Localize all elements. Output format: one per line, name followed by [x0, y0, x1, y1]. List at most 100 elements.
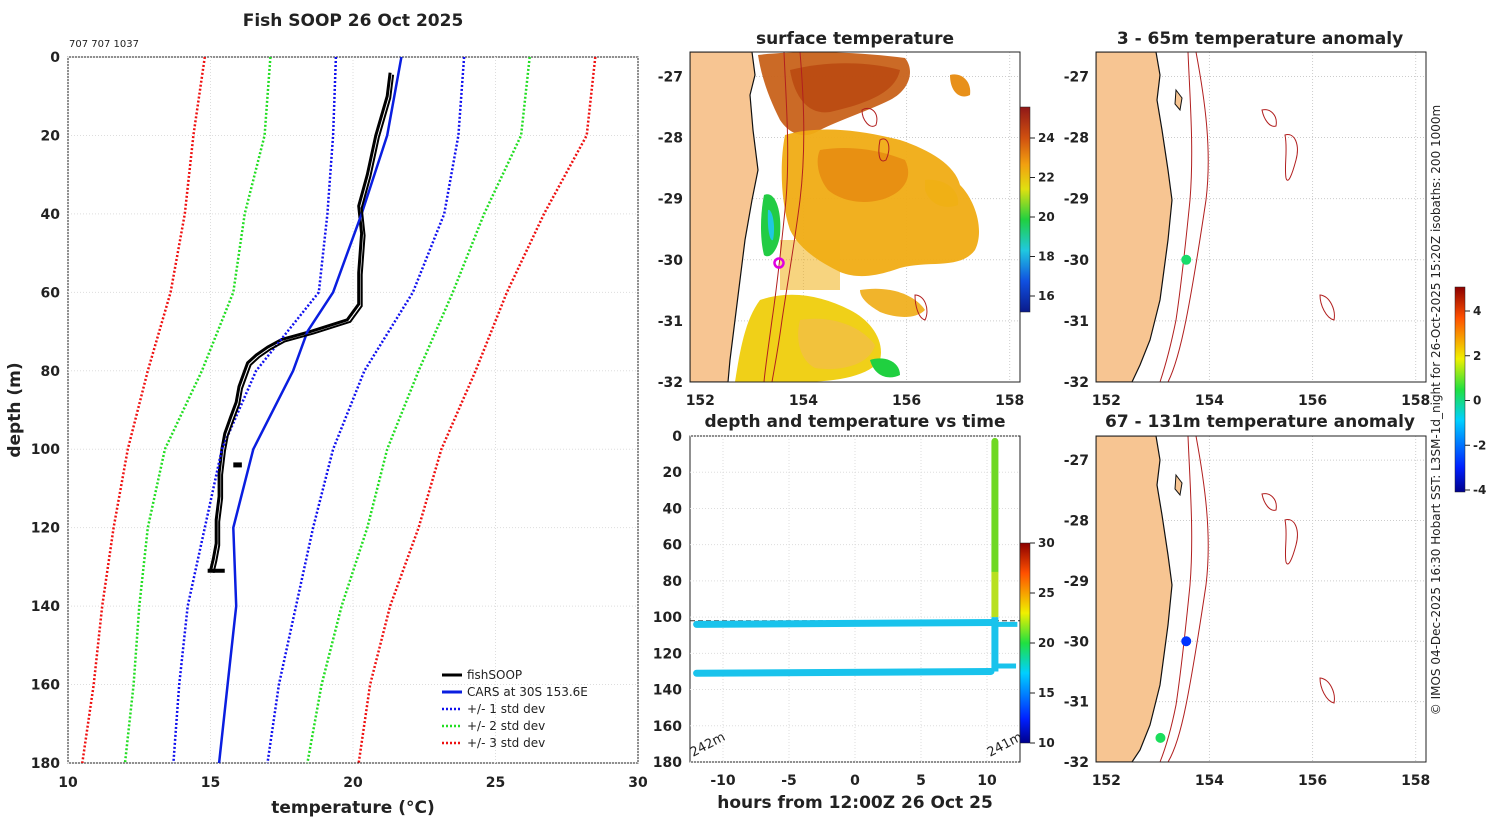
- profile-panel: 10 15 20 25 30 0 20 40 60 80 100 120 140 160 180 Fish …: [5, 11, 648, 818]
- anom1-xtick: 152: [1092, 393, 1121, 409]
- surface-ytick: -27: [658, 69, 683, 85]
- time-colorbar: [1019, 542, 1031, 744]
- time-ytick: 60: [663, 538, 683, 554]
- legend-std2: +/- 2 std dev: [467, 719, 545, 733]
- time-track-upper-track: [693, 619, 998, 628]
- time-colorbar-ticks: 30 25 20 15 10: [1030, 536, 1055, 750]
- anom1-point: [1181, 254, 1192, 265]
- anom2-isobath-200: [1159, 436, 1193, 762]
- profile-ytick: 80: [41, 364, 61, 380]
- anom2-points: [1155, 636, 1192, 743]
- anom2-isobath-1000: [1167, 436, 1209, 762]
- surface-ytick: -29: [658, 192, 683, 208]
- profile-xlabel: temperature (°C): [271, 798, 435, 818]
- profile-ticks: 10 15 20 25 30 0 20 40 60 80 100 120 140 160 180: [31, 50, 648, 791]
- time-xtick: 0: [850, 773, 860, 789]
- profile-ytick: 180: [31, 756, 60, 772]
- anom2-land: [1096, 436, 1173, 762]
- colorbar-ticklabel: 20: [1038, 210, 1055, 224]
- profile-legend: fishSOOP CARS at 30S 153.6E +/- 1 std de…: [442, 668, 588, 750]
- vessel-position-marker: [773, 257, 785, 269]
- credit-text: © IMOS 04-Dec-2025 16:30 Hobart SST: L3S…: [1429, 105, 1443, 716]
- anom2-seamounts: [1261, 493, 1335, 704]
- anomaly-map-2-panel: 152 154 156 158 -27 -28 -29 -30 -31 -32 67 - 131m…: [1064, 412, 1431, 789]
- anom2-title: 67 - 131m temperature anomaly: [1105, 412, 1415, 432]
- anom2-axes-box: [1095, 435, 1427, 763]
- profile-ytick: 140: [31, 599, 60, 615]
- time-ytick: 80: [663, 574, 683, 590]
- surface-seamounts: [861, 107, 928, 321]
- surface-ytick: -31: [658, 314, 683, 330]
- profile-line--3-std: [81, 56, 207, 764]
- time-ytick: 0: [672, 429, 682, 445]
- anom1-isobath-200: [1159, 52, 1193, 382]
- anom1-title: 3 - 65m temperature anomaly: [1117, 29, 1403, 49]
- time-ytick: 140: [653, 683, 682, 699]
- time-xtick: 10: [977, 773, 997, 789]
- time-xtick: -10: [710, 773, 736, 789]
- anom2-ytick: -28: [1064, 514, 1089, 530]
- legend-std3: +/- 3 std dev: [467, 736, 545, 750]
- anom2-island: [1174, 473, 1183, 497]
- profile-xtick: 15: [201, 775, 220, 791]
- time-ytick: 40: [663, 501, 683, 517]
- anom1-ytick: -27: [1064, 69, 1089, 85]
- colorbar-ticklabel: 18: [1038, 250, 1055, 264]
- surface-xtick: 156: [892, 393, 921, 409]
- colorbar-ticklabel: 4: [1473, 304, 1481, 318]
- surface-ticks: 152 154 156 158 -27 -28 -29 -30 -31 -32: [658, 69, 1025, 409]
- profile-ytick: 60: [41, 285, 61, 301]
- surface-colorbar-ticks: 24 22 20 18 16: [1030, 131, 1055, 303]
- profile-ytick: 20: [41, 128, 61, 144]
- profile-line-fishsoop: [209, 72, 392, 572]
- colorbar-ticklabel: 25: [1038, 586, 1055, 600]
- profile-line-fishsoop-return: [212, 74, 395, 574]
- profile-ytick: 100: [31, 442, 60, 458]
- time-ytick: 180: [653, 755, 682, 771]
- anom1-land: [1096, 52, 1173, 382]
- surface-xtick: 158: [995, 393, 1024, 409]
- time-ytick: 120: [653, 646, 682, 662]
- colorbar-ticklabel: -2: [1473, 438, 1486, 452]
- anom1-xtick: 154: [1195, 393, 1224, 409]
- anom1-ytick: -31: [1064, 314, 1089, 330]
- surface-xtick: 152: [686, 393, 715, 409]
- colorbar-ticklabel: -4: [1473, 483, 1486, 497]
- colorbar-ticklabel: 0: [1473, 394, 1481, 408]
- anom2-ticks: 152 154 156 158 -27 -28 -29 -30 -31 -32: [1064, 453, 1431, 789]
- sst-patches: [735, 52, 980, 382]
- anom1-ytick: -30: [1064, 253, 1090, 269]
- anom2-ytick: -27: [1064, 453, 1089, 469]
- surface-ytick: -30: [658, 253, 684, 269]
- surface-temperature-panel: 152 154 156 158 -27 -28 -29 -30 -31 -32 surface t…: [658, 29, 1055, 409]
- surface-isobath-1000: [771, 52, 805, 382]
- anom1-seamounts: [1261, 109, 1335, 321]
- anom1-xtick: 156: [1298, 393, 1327, 409]
- surface-map-content: [690, 52, 1020, 382]
- anomaly-colorbar-ticks: 4 2 0 -2 -4: [1465, 304, 1486, 497]
- anom2-xtick: 156: [1298, 773, 1327, 789]
- profile-xtick: 30: [628, 775, 648, 791]
- profile-xtick: 10: [58, 775, 78, 791]
- profile-ytick: 0: [50, 50, 60, 66]
- profile-line-cars-at-30s-153-6e: [217, 56, 403, 764]
- anom2-ytick: -30: [1064, 634, 1090, 650]
- anomaly-colorbar: [1454, 286, 1466, 493]
- time-title: depth and temperature vs time: [705, 412, 1006, 432]
- surface-ytick: -32: [658, 375, 683, 391]
- profile-line--2-std: [306, 56, 531, 764]
- anomaly-map-1-panel: 152 154 156 158 -27 -28 -29 -30 -31 -32 3 - 65m t…: [1064, 29, 1431, 409]
- anom1-xtick: 158: [1401, 393, 1430, 409]
- anom1-points: [1181, 254, 1192, 265]
- time-marks: [690, 437, 1020, 677]
- profile-xtick: 25: [486, 775, 505, 791]
- profile-ytick: 40: [41, 207, 61, 223]
- surface-ytick: -28: [658, 131, 683, 147]
- time-ytick: 100: [653, 610, 682, 626]
- anom2-point: [1155, 732, 1166, 743]
- anom1-isobath-1000: [1167, 52, 1209, 382]
- profile-title: Fish SOOP 26 Oct 2025: [243, 11, 464, 31]
- anom1-ytick: -29: [1064, 192, 1089, 208]
- anom2-ytick: -31: [1064, 695, 1089, 711]
